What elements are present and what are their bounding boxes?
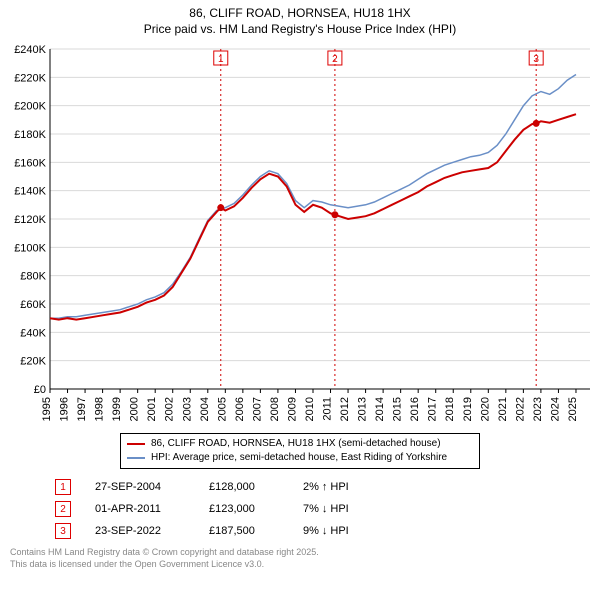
chart-area: £0 £20K £40K £60K £80K £100K £120K £140K £160K £1… (0, 39, 600, 429)
event-delta: 2% ↑ HPI (303, 481, 349, 493)
legend-label: HPI: Average price, semi-detached house,… (151, 451, 447, 465)
svg-text:2003: 2003 (181, 397, 193, 421)
event-row: 1 27-SEP-2004 £128,000 2% ↑ HPI (55, 479, 600, 495)
arrow-up-icon: ↑ (322, 481, 328, 493)
footer-line: This data is licensed under the Open Gov… (10, 559, 600, 571)
svg-text:2006: 2006 (234, 397, 246, 421)
svg-text:2012: 2012 (339, 397, 351, 421)
event-row: 3 23-SEP-2022 £187,500 9% ↓ HPI (55, 523, 600, 539)
event-date: 01-APR-2011 (95, 503, 185, 515)
legend-item: 86, CLIFF ROAD, HORNSEA, HU18 1HX (semi-… (127, 437, 473, 451)
svg-text:2011: 2011 (322, 397, 334, 421)
svg-text:£180K: £180K (14, 129, 46, 141)
event-delta-label: HPI (330, 481, 348, 493)
svg-text:2007: 2007 (251, 397, 263, 421)
event-price: £187,500 (209, 525, 279, 537)
svg-text:£200K: £200K (14, 101, 46, 113)
svg-text:2009: 2009 (286, 397, 298, 421)
svg-text:2014: 2014 (374, 397, 386, 421)
svg-text:2: 2 (332, 54, 338, 65)
svg-text:£160K: £160K (14, 158, 46, 170)
event-delta-pct: 9% (303, 525, 319, 537)
event-date: 23-SEP-2022 (95, 525, 185, 537)
svg-text:2002: 2002 (164, 397, 176, 421)
event-delta: 7% ↓ HPI (303, 503, 349, 515)
svg-text:2000: 2000 (129, 397, 141, 421)
svg-text:2018: 2018 (444, 397, 456, 421)
svg-text:£60K: £60K (20, 299, 46, 311)
svg-text:2024: 2024 (549, 397, 561, 421)
legend-label: 86, CLIFF ROAD, HORNSEA, HU18 1HX (semi-… (151, 437, 441, 451)
chart-header: 86, CLIFF ROAD, HORNSEA, HU18 1HX Price … (0, 0, 600, 39)
svg-text:2013: 2013 (357, 397, 369, 421)
svg-text:£40K: £40K (20, 328, 46, 340)
svg-text:1: 1 (218, 54, 224, 65)
legend-item: HPI: Average price, semi-detached house,… (127, 451, 473, 465)
svg-text:£140K: £140K (14, 186, 46, 198)
svg-text:2010: 2010 (304, 397, 316, 421)
svg-text:2004: 2004 (199, 397, 211, 421)
svg-text:2021: 2021 (497, 397, 509, 421)
svg-text:2023: 2023 (532, 397, 544, 421)
svg-text:2017: 2017 (427, 397, 439, 421)
event-price: £123,000 (209, 503, 279, 515)
event-delta-pct: 7% (303, 503, 319, 515)
event-price: £128,000 (209, 481, 279, 493)
legend: 86, CLIFF ROAD, HORNSEA, HU18 1HX (semi-… (120, 433, 480, 469)
svg-text:£220K: £220K (14, 73, 46, 85)
footer-attribution: Contains HM Land Registry data © Crown c… (10, 547, 600, 570)
chart-title-address: 86, CLIFF ROAD, HORNSEA, HU18 1HX (0, 6, 600, 22)
event-delta-label: HPI (330, 503, 348, 515)
legend-swatch (127, 443, 145, 445)
svg-text:2015: 2015 (392, 397, 404, 421)
legend-swatch (127, 457, 145, 459)
svg-text:1998: 1998 (94, 397, 106, 421)
svg-text:1999: 1999 (111, 397, 123, 421)
event-row: 2 01-APR-2011 £123,000 7% ↓ HPI (55, 501, 600, 517)
event-delta: 9% ↓ HPI (303, 525, 349, 537)
event-delta-pct: 2% (303, 481, 319, 493)
line-chart-svg: £0 £20K £40K £60K £80K £100K £120K £140K £160K £1… (0, 39, 600, 429)
svg-text:1996: 1996 (59, 397, 71, 421)
svg-text:2020: 2020 (479, 397, 491, 421)
svg-text:2019: 2019 (462, 397, 474, 421)
event-delta-label: HPI (330, 525, 348, 537)
svg-text:2022: 2022 (514, 397, 526, 421)
svg-text:1995: 1995 (41, 397, 53, 421)
svg-text:£20K: £20K (20, 356, 46, 368)
arrow-down-icon: ↓ (322, 503, 328, 515)
svg-text:£240K: £240K (14, 44, 46, 56)
svg-text:2005: 2005 (216, 397, 228, 421)
arrow-down-icon: ↓ (322, 525, 328, 537)
events-table: 1 27-SEP-2004 £128,000 2% ↑ HPI 2 01-APR… (55, 479, 600, 539)
svg-text:2016: 2016 (409, 397, 421, 421)
event-marker-icon: 3 (55, 523, 71, 539)
svg-text:£100K: £100K (14, 243, 46, 255)
event-date: 27-SEP-2004 (95, 481, 185, 493)
footer-line: Contains HM Land Registry data © Crown c… (10, 547, 600, 559)
svg-text:2001: 2001 (146, 397, 158, 421)
svg-text:1997: 1997 (76, 397, 88, 421)
svg-text:2008: 2008 (269, 397, 281, 421)
event-marker-icon: 2 (55, 501, 71, 517)
svg-text:£120K: £120K (14, 214, 46, 226)
svg-text:2025: 2025 (567, 397, 579, 421)
svg-text:£80K: £80K (20, 271, 46, 283)
svg-text:3: 3 (533, 54, 539, 65)
chart-subtitle: Price paid vs. HM Land Registry's House … (0, 22, 600, 38)
svg-text:£0: £0 (34, 384, 46, 396)
event-marker-icon: 1 (55, 479, 71, 495)
